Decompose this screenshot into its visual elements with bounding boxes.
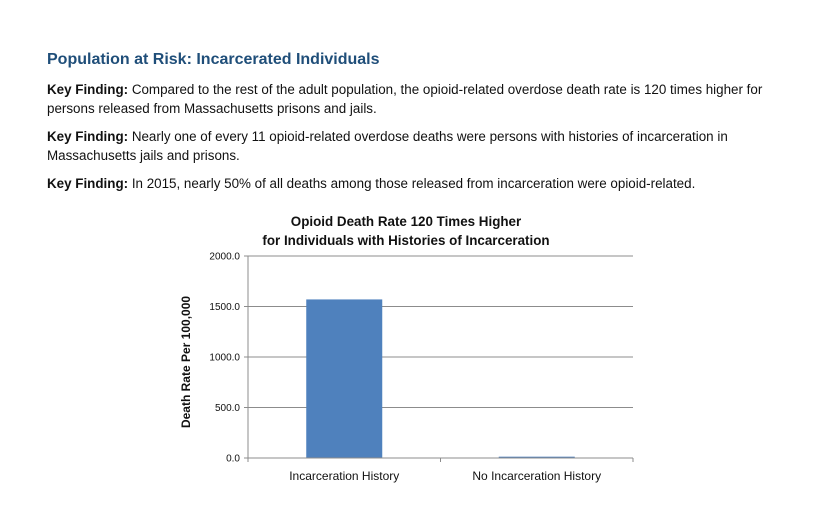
- section-title: Population at Risk: Incarcerated Individ…: [47, 51, 380, 68]
- y-axis-title: Death Rate Per 100,000: [179, 296, 193, 428]
- key-finding-2: Key Finding: Nearly one of every 11 opio…: [47, 127, 782, 165]
- key-finding-label: Key Finding:: [47, 176, 129, 191]
- key-finding-label: Key Finding:: [47, 129, 129, 144]
- y-tick-label: 1000.0: [209, 353, 240, 364]
- x-tick-label: No Incarceration History: [472, 469, 601, 483]
- y-tick-label: 1500.0: [209, 302, 240, 313]
- y-tick-label: 0.0: [226, 454, 240, 465]
- chart-title-line-1: Opioid Death Rate 120 Times Higher: [290, 214, 522, 229]
- key-finding-1: Key Finding: Compared to the rest of the…: [47, 80, 782, 118]
- chart-gridlines: [248, 255, 633, 459]
- x-tick-label: Incarceration History: [289, 469, 399, 483]
- y-tick-label: 500.0: [215, 403, 240, 414]
- key-finding-3: Key Finding: In 2015, nearly 50% of all …: [47, 174, 782, 193]
- key-finding-text: In 2015, nearly 50% of all deaths among …: [128, 176, 696, 191]
- bar: [498, 456, 575, 458]
- chart-labels: 0.0 500.0 1000.0 1500.0 2000.0 Incarceration …: [179, 252, 601, 484]
- key-finding-text: Nearly one of every 11 opioid-related ov…: [47, 129, 728, 163]
- chart-title-line-2: for Individuals with Histories of Incarc…: [262, 233, 550, 248]
- chart-bars: [306, 299, 575, 458]
- chart-axes: [244, 255, 634, 462]
- key-finding-text: Compared to the rest of the adult popula…: [47, 82, 763, 116]
- y-tick-label: 2000.0: [209, 252, 240, 263]
- bar: [306, 299, 383, 458]
- key-finding-label: Key Finding:: [47, 82, 129, 97]
